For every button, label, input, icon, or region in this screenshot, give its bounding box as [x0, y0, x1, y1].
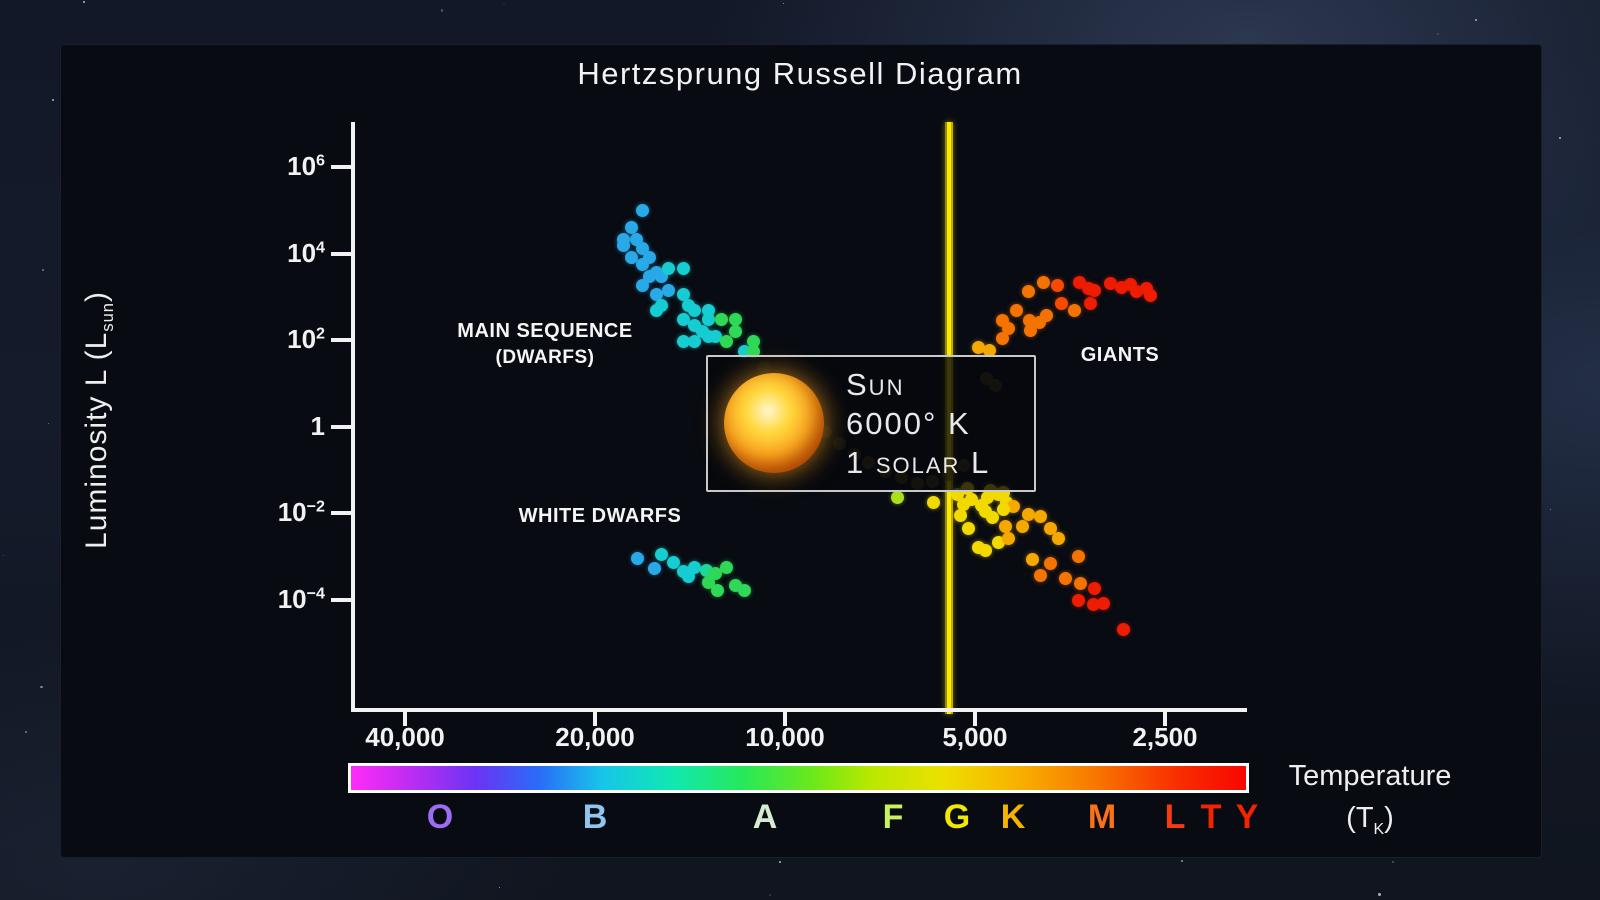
- y-tick-mark: [331, 251, 353, 256]
- spectral-class-B: B: [582, 798, 608, 836]
- white-dwarfs-label: WHITE DWARFS: [518, 505, 682, 527]
- y-axis-label-close: ): [80, 291, 113, 303]
- decorative-star: [1378, 893, 1381, 896]
- sun-image: [724, 373, 824, 473]
- x-tick-mark: [1163, 710, 1167, 726]
- x-tick-label: 2,500: [1132, 722, 1198, 752]
- spectral-class-A: A: [752, 798, 778, 836]
- decorative-star: [25, 730, 28, 733]
- y-tick-label: 104: [287, 237, 325, 268]
- tk-open: (T: [1346, 802, 1374, 834]
- temperature-legend-title: Temperature: [1288, 760, 1452, 792]
- decorative-star: [769, 894, 771, 897]
- sun-callout-text: Sun 6000° K 1 solar L: [846, 365, 990, 482]
- y-tick-mark: [331, 338, 353, 343]
- decorative-star: [2, 555, 4, 557]
- y-axis-label-text: Luminosity L (L: [80, 331, 113, 549]
- spectral-class-F: F: [882, 798, 904, 836]
- main-sequence-dwarfs-label: (DWARFS): [495, 347, 595, 368]
- decorative-star: [41, 268, 44, 272]
- decorative-star: [440, 9, 443, 12]
- temperature-legend-unit: (TK): [1255, 802, 1485, 839]
- y-tick-label: 10−2: [277, 497, 325, 528]
- decorative-star: [779, 861, 781, 864]
- x-tick-label: 10,000: [745, 722, 825, 752]
- x-tick-mark: [403, 710, 407, 726]
- decorative-star: [1475, 18, 1478, 21]
- decorative-star: [1391, 860, 1395, 864]
- y-tick-mark: [331, 598, 353, 602]
- sun-callout-temperature: 6000° K: [846, 406, 971, 441]
- y-axis-label-subscript: sun: [99, 302, 117, 332]
- decorative-star: [47, 422, 49, 425]
- spectral-class-K: K: [1000, 798, 1026, 836]
- spectral-class-M: M: [1087, 798, 1117, 836]
- y-tick-label: 10−4: [277, 584, 325, 614]
- decorative-star: [498, 886, 501, 889]
- x-tick-label: 20,000: [555, 722, 635, 752]
- decorative-star: [1549, 508, 1552, 511]
- y-tick-label: 1: [310, 410, 325, 441]
- sun-callout-luminosity: 1 solar L: [846, 445, 991, 480]
- x-axis-line: [351, 708, 1247, 712]
- decorative-star: [1180, 859, 1184, 862]
- main-sequence-label: MAIN SEQUENCE: [457, 320, 633, 342]
- temperature-colorbar: [348, 763, 1249, 793]
- decorative-star: [83, 1, 85, 3]
- y-tick-label: 106: [287, 151, 325, 181]
- sun-callout-name: Sun: [846, 367, 905, 402]
- x-tick-mark: [783, 710, 787, 726]
- y-axis-label: Luminosity L (Lsun): [80, 150, 140, 690]
- spectral-class-L: L: [1164, 798, 1186, 836]
- x-tick-mark: [973, 710, 977, 726]
- decorative-star: [52, 99, 55, 102]
- decorative-star: [782, 2, 784, 4]
- spectral-class-O: O: [426, 798, 454, 836]
- y-tick-mark: [331, 165, 353, 169]
- tk-close: ): [1384, 802, 1394, 834]
- spectral-class-G: G: [943, 798, 971, 836]
- y-tick-label: 102: [287, 324, 325, 355]
- giants-label: GIANTS: [1080, 344, 1160, 366]
- y-axis-line: [351, 122, 355, 712]
- spectral-class-Y: Y: [1235, 798, 1259, 836]
- y-tick-mark: [331, 424, 353, 429]
- decorative-star: [1437, 33, 1440, 36]
- decorative-star: [40, 685, 43, 689]
- x-tick-label: 5,000: [942, 722, 1008, 752]
- y-tick-mark: [331, 511, 353, 516]
- x-tick-label: 40,000: [365, 722, 445, 752]
- chart-title: Hertzsprung Russell Diagram: [577, 56, 1023, 91]
- tk-subscript: K: [1373, 820, 1385, 838]
- sun-callout-card: Sun 6000° K 1 solar L: [706, 355, 1036, 492]
- decorative-star: [503, 3, 505, 6]
- x-tick-mark: [593, 710, 597, 726]
- decorative-star: [1558, 137, 1562, 140]
- spectral-class-T: T: [1200, 798, 1222, 836]
